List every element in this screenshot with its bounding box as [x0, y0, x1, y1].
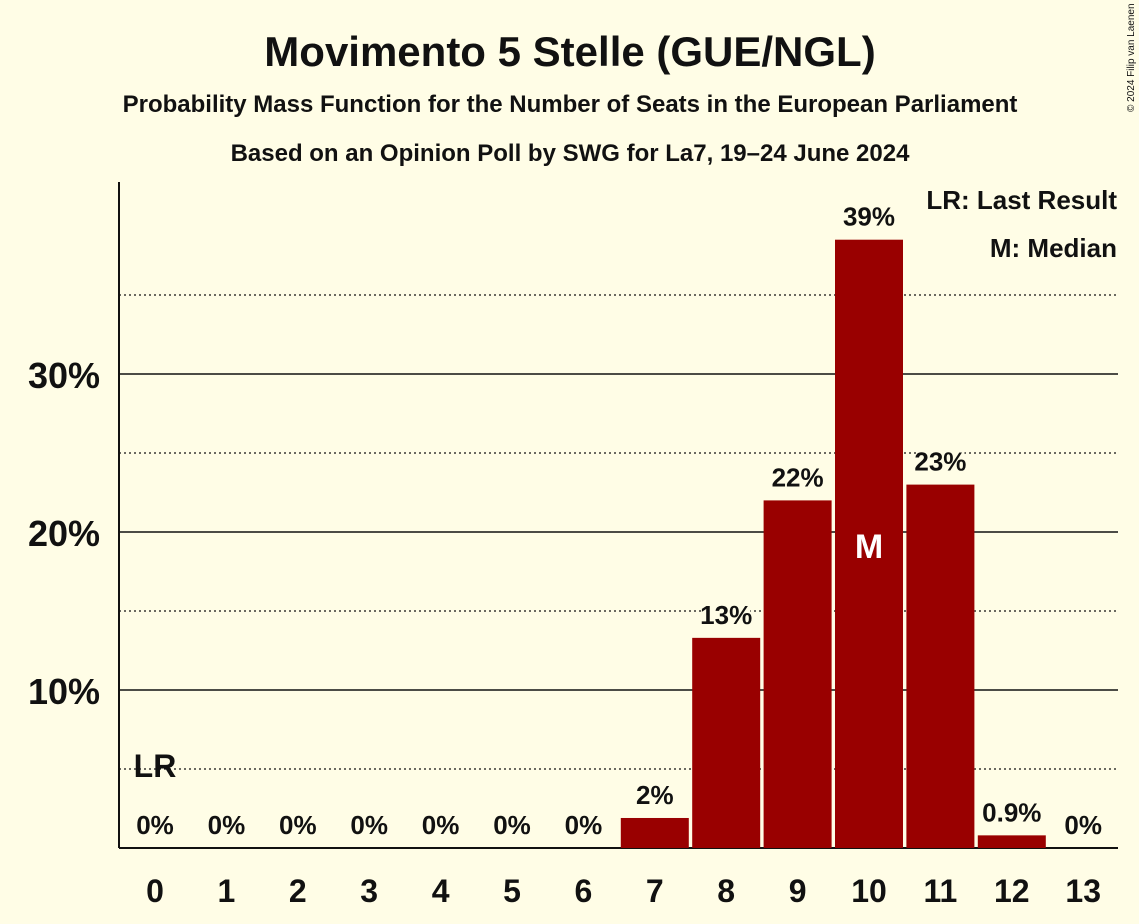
data-label: 0%: [422, 810, 460, 840]
data-label-background: [916, 446, 965, 477]
x-tick-label: 2: [289, 873, 307, 909]
x-tick-label: 10: [851, 873, 887, 909]
data-label: 39%: [843, 202, 895, 232]
x-tick-label: 4: [432, 873, 450, 909]
chart-subtitle: Probability Mass Function for the Number…: [123, 91, 1018, 118]
x-tick-label: 13: [1065, 873, 1101, 909]
copyright: © 2024 Filip van Laenen: [1126, 3, 1137, 112]
data-label-background: [1067, 810, 1100, 840]
x-tick-label: 12: [994, 873, 1030, 909]
data-label-background: [210, 810, 243, 840]
data-label-background: [424, 810, 457, 840]
x-tick-label: 6: [575, 873, 593, 909]
x-tick-label: 1: [218, 873, 236, 909]
data-label: 0%: [565, 810, 603, 840]
data-label-background: [845, 201, 893, 232]
data-label: 0%: [1064, 810, 1102, 840]
bar-8: [692, 637, 761, 848]
median-marker: M: [855, 528, 883, 566]
data-label-background: [496, 810, 528, 840]
data-label-background: [638, 779, 671, 810]
bar-9: [763, 500, 832, 848]
x-tick-label: 11: [923, 873, 957, 909]
x-tick-label: 5: [503, 873, 521, 909]
y-tick-label: 10%: [28, 671, 100, 712]
data-label: 22%: [772, 462, 824, 492]
data-label-background: [139, 810, 171, 840]
bar-10: [835, 239, 903, 848]
x-tick-label: 3: [360, 873, 378, 909]
bar-12: [977, 835, 1046, 848]
data-label-background: [281, 810, 314, 840]
data-label: 0%: [208, 810, 246, 840]
chart-title: Movimento 5 Stelle (GUE/NGL): [264, 28, 875, 75]
y-tick-label: 20%: [28, 513, 100, 554]
data-label: 23%: [914, 447, 966, 477]
data-label-background: [567, 810, 600, 840]
y-tick-label: 30%: [28, 355, 100, 396]
data-label: 2%: [636, 780, 674, 810]
data-label-background: [979, 797, 1044, 828]
x-tick-label: 0: [146, 873, 164, 909]
bar-7: [620, 817, 689, 848]
data-label-background: [773, 462, 822, 493]
data-label: 0%: [136, 810, 174, 840]
x-tick-label: 7: [646, 873, 664, 909]
x-tick-label: 9: [789, 873, 807, 909]
data-label: 0.9%: [982, 797, 1041, 827]
data-label-background: [702, 599, 751, 630]
chart-subtitle-2: Based on an Opinion Poll by SWG for La7,…: [231, 140, 911, 167]
data-label: 0%: [350, 810, 388, 840]
legend-median: M: Median: [990, 233, 1117, 263]
legend-last-result: LR: Last Result: [926, 185, 1117, 215]
x-tick-label: 8: [717, 873, 735, 909]
data-label: 0%: [279, 810, 317, 840]
data-label: 13%: [700, 600, 752, 630]
data-label-background: [353, 810, 386, 840]
data-label: 0%: [493, 810, 531, 840]
last-result-marker: LR: [134, 748, 177, 784]
bar-11: [906, 484, 975, 848]
